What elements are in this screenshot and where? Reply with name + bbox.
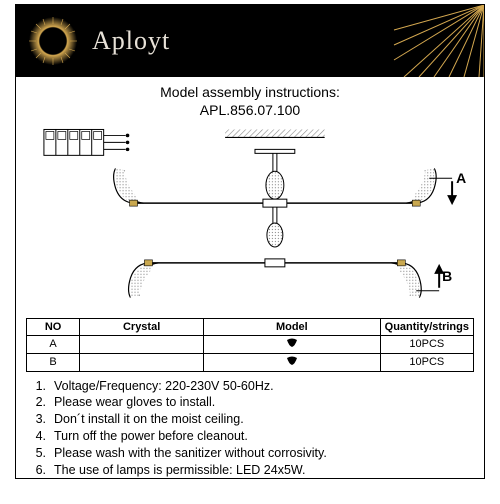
lower-fixture: [129, 259, 422, 298]
note-text: Turn off the power before cleanout.: [54, 428, 248, 445]
title-block: Model assembly instructions: APL.856.07.…: [16, 77, 484, 121]
note-number: 1.: [30, 378, 46, 395]
svg-text:A: A: [456, 171, 466, 187]
th-model: Model: [204, 318, 381, 335]
table-row: A 10PCS: [27, 335, 474, 353]
note-number: 5.: [30, 445, 46, 462]
eclipse-logo-icon: [28, 16, 78, 66]
note-number: 6.: [30, 462, 46, 479]
title-line-1: Model assembly instructions:: [16, 83, 484, 101]
svg-text:B: B: [442, 268, 452, 284]
note-item: 6. The use of lamps is permissible: LED 2…: [30, 462, 470, 479]
note-item: 3. Don´t install it on the moist ceiling.: [30, 411, 470, 428]
note-item: 1. Voltage/Frequency: 220-230V 50-60Hz.: [30, 378, 470, 395]
table-cell: [80, 353, 204, 371]
instruction-sheet: Aployt Model assembly instructions:: [15, 4, 485, 479]
terminal-block-icon: [44, 130, 129, 156]
notes-list: 1.Voltage/Frequency: 220-230V 50-60Hz.2.…: [16, 374, 484, 487]
table-row: B 10PCS: [27, 353, 474, 371]
parts-table: NO Crystal Model Quantity/strings A 10PCS…: [26, 318, 474, 372]
table-cell: [80, 335, 204, 353]
table-cell: B: [27, 353, 80, 371]
title-line-2: APL.856.07.100: [16, 101, 484, 119]
note-item: 4. Turn off the power before cleanout.: [30, 428, 470, 445]
brand-name: Aployt: [92, 26, 170, 56]
note-text: The use of lamps is permissible: LED 24x…: [54, 462, 306, 479]
brand-header: Aployt: [16, 5, 484, 77]
note-number: 4.: [30, 428, 46, 445]
note-number: 3.: [30, 411, 46, 428]
th-crystal: Crystal: [80, 318, 204, 335]
table-cell: 10PCS: [380, 335, 473, 353]
note-text: Voltage/Frequency: 220-230V 50-60Hz.: [54, 378, 274, 395]
corner-rays-icon: [364, 5, 484, 77]
table-cell: [204, 335, 381, 353]
table-cell: [204, 353, 381, 371]
assembly-diagram: A B: [16, 121, 484, 315]
note-text: Please wear gloves to install.: [54, 394, 215, 411]
note-text: Please wash with the sanitizer without c…: [54, 445, 327, 462]
note-item: 5. Please wash with the sanitizer without…: [30, 445, 470, 462]
th-no: NO: [27, 318, 80, 335]
table-cell: A: [27, 335, 80, 353]
note-number: 2.: [30, 394, 46, 411]
th-qty: Quantity/strings: [380, 318, 473, 335]
table-header-row: NO Crystal Model Quantity/strings: [27, 318, 474, 335]
note-text: Don´t install it on the moist ceiling.: [54, 411, 244, 428]
table-cell: 10PCS: [380, 353, 473, 371]
note-item: 2. Please wear gloves to install.: [30, 394, 470, 411]
